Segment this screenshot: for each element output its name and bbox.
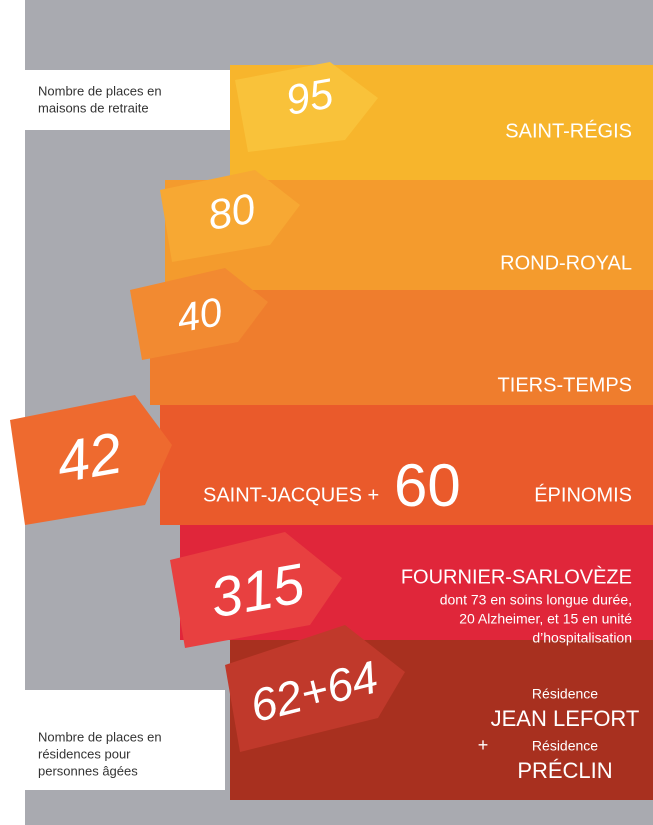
number: 40 <box>174 290 225 341</box>
name: FOURNIER-SARLOVÈZE <box>401 565 632 588</box>
tab <box>235 62 378 152</box>
name: SAINT-JACQUES + <box>203 484 379 506</box>
detail: 20 Alzheimer, et 15 en unité <box>459 611 632 627</box>
name: ÉPINOMIS <box>534 483 632 506</box>
name: PRÉCLIN <box>517 758 612 783</box>
tab <box>130 268 268 360</box>
detail: dont 73 en soins longue durée, <box>440 592 632 608</box>
legend-line: Nombre de places en <box>38 729 162 744</box>
number: 42 <box>52 420 127 495</box>
legend-line: maisons de retraite <box>38 100 149 115</box>
legend-box <box>25 690 225 790</box>
name: JEAN LEFORT <box>491 706 640 731</box>
name: SAINT-RÉGIS <box>505 119 632 142</box>
tab <box>10 395 172 525</box>
tab <box>170 532 342 648</box>
tab <box>160 170 300 262</box>
legend-line: Nombre de places en <box>38 83 162 98</box>
legend-line: résidences pour <box>38 746 131 761</box>
band <box>160 405 653 525</box>
legend-line: personnes âgées <box>38 763 138 778</box>
detail: d’hospitalisation <box>532 630 632 646</box>
number: 80 <box>204 184 259 239</box>
number: 60 <box>394 452 461 519</box>
tab <box>225 625 405 752</box>
plus: + <box>478 735 489 755</box>
label: Résidence <box>532 738 598 754</box>
label: Résidence <box>532 686 598 702</box>
name: ROND-ROYAL <box>500 252 632 274</box>
number: 95 <box>282 69 337 124</box>
legend-box <box>25 70 230 130</box>
name: TIERS-TEMPS <box>498 374 632 396</box>
